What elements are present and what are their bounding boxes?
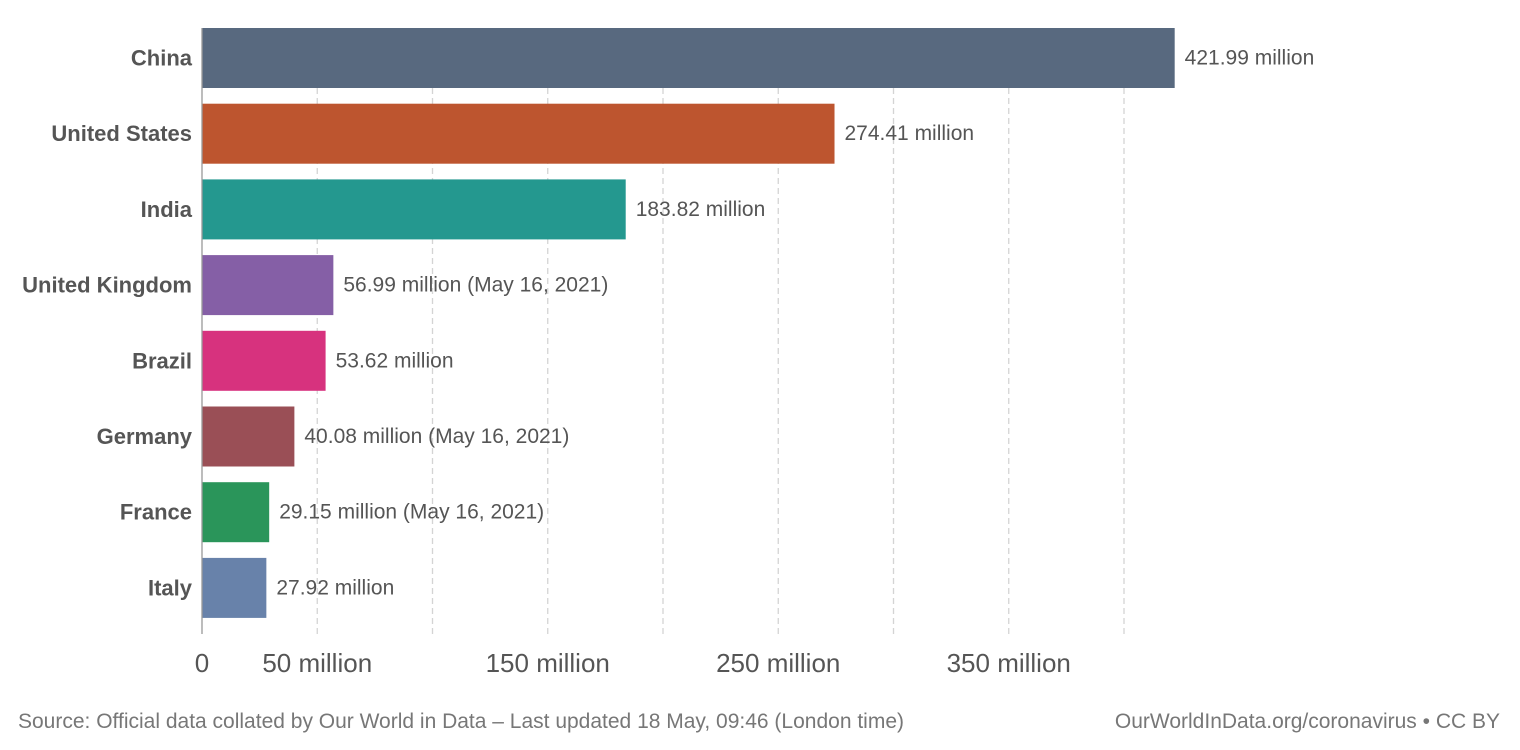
- value-label: 40.08 million (May 16, 2021): [304, 425, 569, 448]
- bar[interactable]: [202, 406, 295, 467]
- value-label: 27.92 million: [276, 576, 394, 599]
- bar[interactable]: [202, 482, 270, 543]
- x-axis: 0 50 million 150 million 250 million 350 mil…: [195, 28, 1071, 678]
- x-tick-label: 50 million: [262, 648, 372, 678]
- value-label: 56.99 million (May 16, 2021): [343, 274, 608, 297]
- credit-link[interactable]: OurWorldInData.org/coronavirus • CC BY: [1115, 710, 1500, 733]
- bars: China 421.99 million United States 274.41 m…: [22, 28, 1314, 618]
- category-label: Italy: [148, 575, 193, 600]
- source-note: Source: Official data collated by Our Wo…: [18, 710, 904, 733]
- bar[interactable]: [202, 557, 267, 618]
- value-label: 274.41 million: [845, 122, 975, 145]
- x-tick-label: 0: [195, 648, 209, 678]
- category-label: China: [131, 46, 193, 71]
- category-label: India: [141, 197, 193, 222]
- bar[interactable]: [202, 330, 326, 391]
- category-label: France: [120, 500, 192, 525]
- x-tick-label: 150 million: [486, 648, 610, 678]
- x-tick-label: 250 million: [716, 648, 840, 678]
- footer: Source: Official data collated by Our Wo…: [18, 710, 1500, 733]
- category-label: Germany: [97, 424, 193, 449]
- bar[interactable]: [202, 255, 334, 316]
- bar[interactable]: [202, 103, 835, 164]
- category-label: United States: [51, 121, 192, 146]
- category-label: United Kingdom: [22, 273, 192, 298]
- value-label: 53.62 million: [336, 349, 454, 372]
- category-label: Brazil: [132, 348, 192, 373]
- x-tick-label: 350 million: [947, 648, 1071, 678]
- bar[interactable]: [202, 28, 1175, 88]
- value-label: 183.82 million: [636, 198, 766, 221]
- value-label: 421.99 million: [1185, 47, 1315, 70]
- bar[interactable]: [202, 179, 626, 240]
- value-label: 29.15 million (May 16, 2021): [279, 501, 544, 524]
